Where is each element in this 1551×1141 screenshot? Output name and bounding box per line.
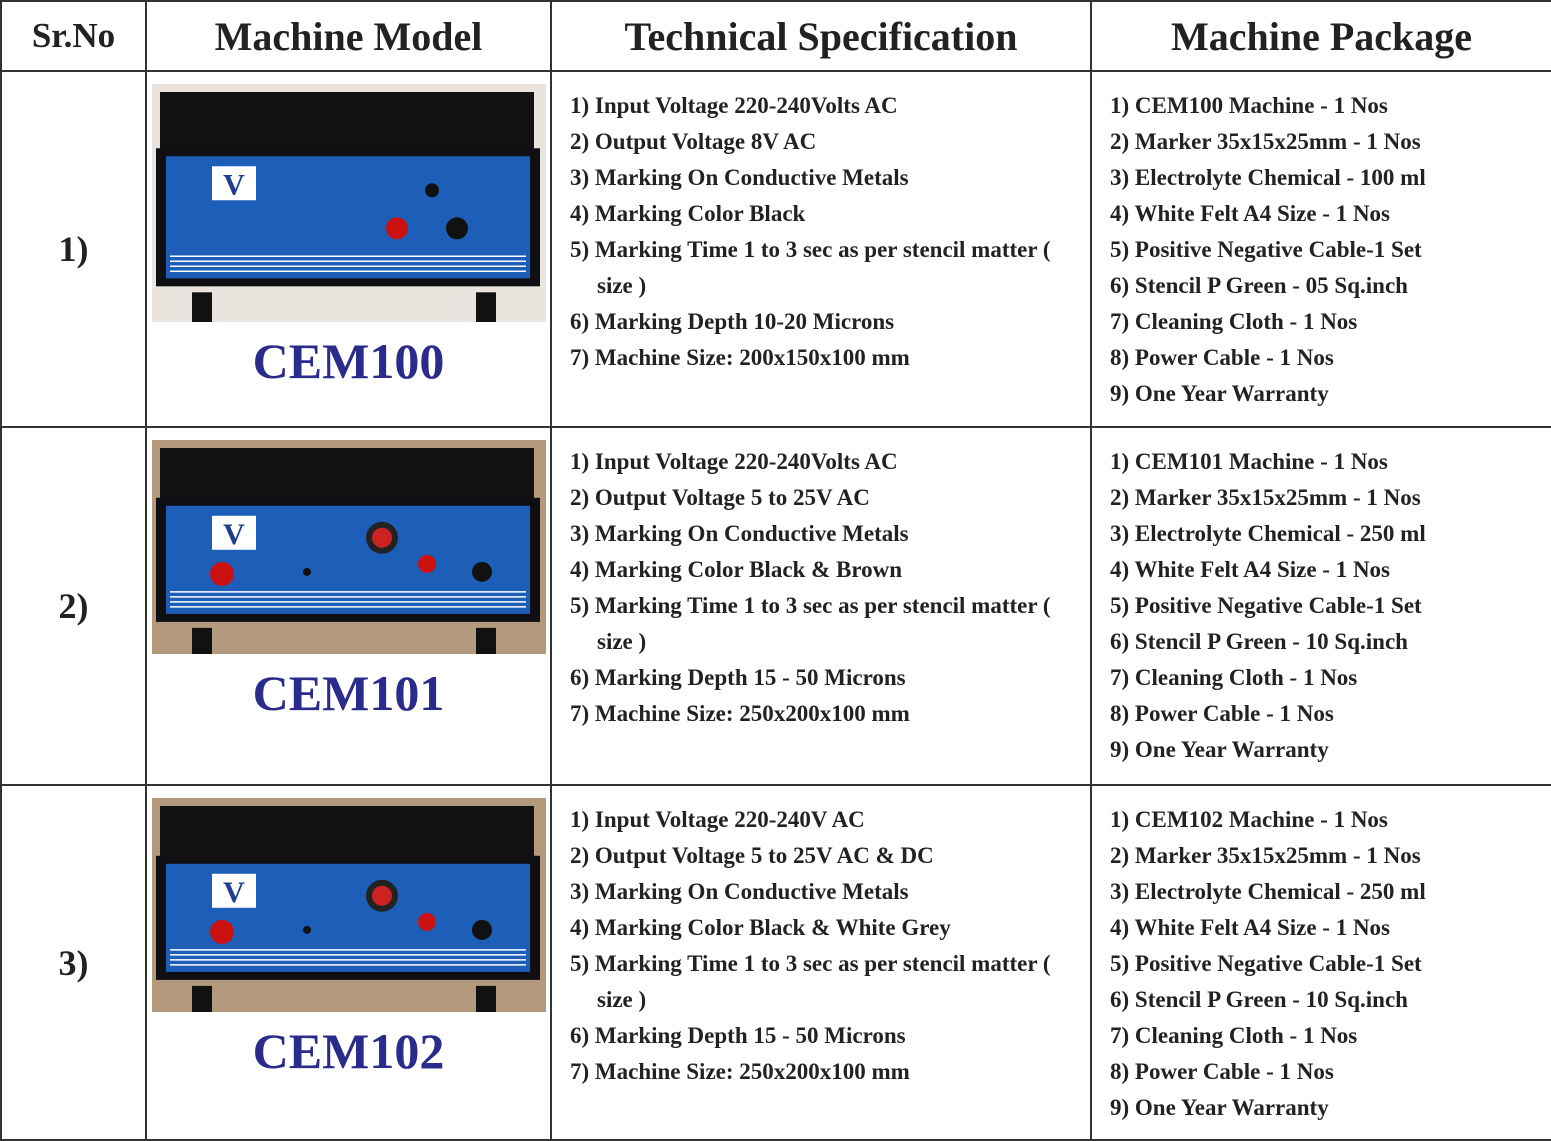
list-item: 8) Power Cable - 1 Nos	[1110, 345, 1334, 370]
list-item: 1) Input Voltage 220-240Volts AC	[570, 93, 898, 118]
list-item: 3) Marking On Conductive Metals	[570, 521, 909, 546]
serial-number: 1)	[0, 70, 147, 428]
list-item: 9) One Year Warranty	[1110, 737, 1329, 762]
svg-text:V: V	[223, 168, 245, 201]
list-item: 8) Power Cable - 1 Nos	[1110, 1059, 1334, 1084]
table-body: 1) V CEM100 1) Input Voltage 220-240Volts…	[0, 70, 1551, 1141]
package-cell: 1) CEM102 Machine - 1 Nos 2) Marker 35x15…	[1090, 784, 1551, 1141]
list-item: 9) One Year Warranty	[1110, 381, 1329, 406]
list-item: 4) White Felt A4 Size - 1 Nos	[1110, 557, 1391, 582]
list-item: 7) Cleaning Cloth - 1 Nos	[1110, 665, 1358, 690]
list-item: 2) Output Voltage 8V AC	[570, 129, 817, 154]
list-item: 5) Positive Negative Cable-1 Set	[1110, 237, 1422, 262]
list-item: 3) Marking On Conductive Metals	[570, 165, 909, 190]
model-name: CEM101	[252, 665, 445, 721]
machine-photo: V	[151, 84, 546, 322]
list-item: 7) Machine Size: 200x150x100 mm	[570, 345, 910, 370]
list-item: 6) Stencil P Green - 05 Sq.inch	[1110, 273, 1408, 298]
list-item: 7) Machine Size: 250x200x100 mm	[570, 701, 910, 726]
list-item: 6) Stencil P Green - 10 Sq.inch	[1110, 629, 1408, 654]
list-item: 4) Marking Color Black	[570, 201, 806, 226]
package-list: 1) CEM100 Machine - 1 Nos 2) Marker 35x15…	[1092, 72, 1551, 412]
model-cell: V CEM102	[145, 784, 552, 1141]
model-cell: V CEM101	[145, 426, 552, 786]
list-item: 5) Marking Time 1 to 3 sec as per stenci…	[570, 237, 1051, 298]
list-item: 4) Marking Color Black & Brown	[570, 557, 903, 582]
list-item: 3) Electrolyte Chemical - 250 ml	[1110, 879, 1426, 904]
specs-cell: 1) Input Voltage 220-240V AC 2) Output Vo…	[550, 784, 1092, 1141]
serial-number: 2)	[0, 426, 147, 786]
list-item: 7) Machine Size: 250x200x100 mm	[570, 1059, 910, 1084]
list-item: 5) Positive Negative Cable-1 Set	[1110, 951, 1422, 976]
list-item: 4) White Felt A4 Size - 1 Nos	[1110, 201, 1391, 226]
list-item: 8) Power Cable - 1 Nos	[1110, 701, 1334, 726]
list-item: 6) Marking Depth 15 - 50 Microns	[570, 665, 906, 690]
list-item: 1) CEM100 Machine - 1 Nos	[1110, 93, 1388, 118]
svg-text:V: V	[223, 876, 245, 909]
table-row: 3) V CEM102 1) Input Voltage 220-240V AC 2…	[0, 784, 1551, 1141]
specs-list: 1) Input Voltage 220-240Volts AC 2) Outpu…	[552, 428, 1090, 732]
list-item: 5) Marking Time 1 to 3 sec as per stenci…	[570, 593, 1051, 654]
list-item: 6) Marking Depth 10-20 Microns	[570, 309, 895, 334]
list-item: 6) Marking Depth 15 - 50 Microns	[570, 1023, 906, 1048]
specs-list: 1) Input Voltage 220-240Volts AC 2) Outpu…	[552, 72, 1090, 376]
list-item: 5) Positive Negative Cable-1 Set	[1110, 593, 1422, 618]
list-item: 7) Cleaning Cloth - 1 Nos	[1110, 1023, 1358, 1048]
machine-photo: V	[151, 798, 546, 1012]
table-row: 1) V CEM100 1) Input Voltage 220-240Volts…	[0, 70, 1551, 428]
specs-list: 1) Input Voltage 220-240V AC 2) Output Vo…	[552, 786, 1090, 1090]
header-row: Sr.No Machine Model Technical Specificatio…	[0, 0, 1551, 72]
model-name: CEM100	[252, 333, 445, 389]
specs-cell: 1) Input Voltage 220-240Volts AC 2) Outpu…	[550, 426, 1092, 786]
list-item: 1) CEM102 Machine - 1 Nos	[1110, 807, 1388, 832]
list-item: 2) Marker 35x15x25mm - 1 Nos	[1110, 129, 1421, 154]
list-item: 2) Marker 35x15x25mm - 1 Nos	[1110, 485, 1421, 510]
machine-photo: V	[151, 440, 546, 654]
list-item: 2) Marker 35x15x25mm - 1 Nos	[1110, 843, 1421, 868]
model-cell: V CEM100	[145, 70, 552, 428]
specs-cell: 1) Input Voltage 220-240Volts AC 2) Outpu…	[550, 70, 1092, 428]
table-row: 2) V CEM101 1) Input Voltage 220-240Volts…	[0, 426, 1551, 786]
package-cell: 1) CEM100 Machine - 1 Nos 2) Marker 35x15…	[1090, 70, 1551, 428]
package-list: 1) CEM102 Machine - 1 Nos 2) Marker 35x15…	[1092, 786, 1551, 1126]
list-item: 4) Marking Color Black & White Grey	[570, 915, 951, 940]
column-header: Machine Model	[145, 0, 552, 72]
column-header: Machine Package	[1090, 0, 1551, 72]
list-item: 1) Input Voltage 220-240Volts AC	[570, 449, 898, 474]
model-name: CEM102	[252, 1023, 445, 1079]
list-item: 7) Cleaning Cloth - 1 Nos	[1110, 309, 1358, 334]
package-list: 1) CEM101 Machine - 1 Nos 2) Marker 35x15…	[1092, 428, 1551, 768]
list-item: 3) Electrolyte Chemical - 100 ml	[1110, 165, 1426, 190]
column-header: Technical Specification	[550, 0, 1092, 72]
package-cell: 1) CEM101 Machine - 1 Nos 2) Marker 35x15…	[1090, 426, 1551, 786]
list-item: 4) White Felt A4 Size - 1 Nos	[1110, 915, 1391, 940]
list-item: 1) CEM101 Machine - 1 Nos	[1110, 449, 1388, 474]
list-item: 9) One Year Warranty	[1110, 1095, 1329, 1120]
list-item: 2) Output Voltage 5 to 25V AC & DC	[570, 843, 934, 868]
list-item: 2) Output Voltage 5 to 25V AC	[570, 485, 870, 510]
serial-number: 3)	[0, 784, 147, 1141]
svg-text:V: V	[223, 518, 245, 551]
list-item: 3) Electrolyte Chemical - 250 ml	[1110, 521, 1426, 546]
list-item: 6) Stencil P Green - 10 Sq.inch	[1110, 987, 1408, 1012]
list-item: 5) Marking Time 1 to 3 sec as per stenci…	[570, 951, 1051, 1012]
list-item: 1) Input Voltage 220-240V AC	[570, 807, 865, 832]
column-header: Sr.No	[0, 0, 147, 72]
list-item: 3) Marking On Conductive Metals	[570, 879, 909, 904]
